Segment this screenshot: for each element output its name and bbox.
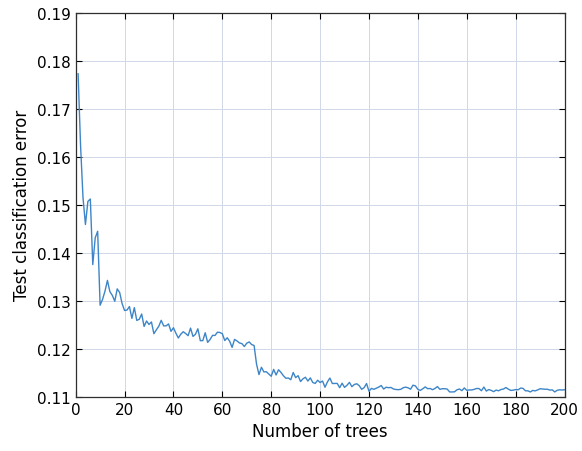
X-axis label: Number of trees: Number of trees [252, 422, 388, 440]
Y-axis label: Test classification error: Test classification error [13, 110, 31, 301]
